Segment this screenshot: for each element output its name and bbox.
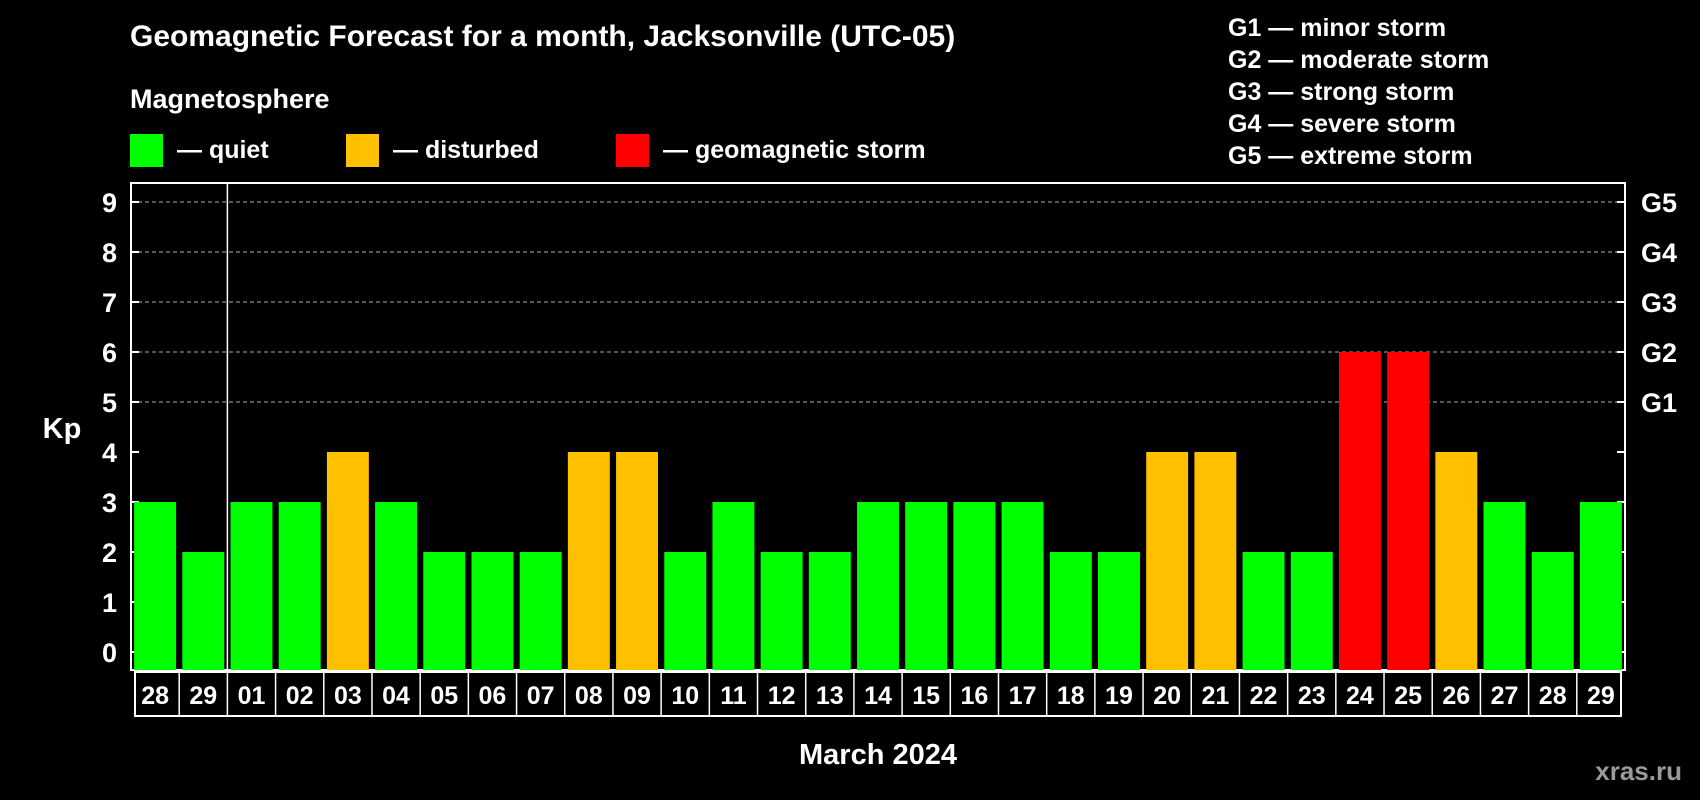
x-tick-label: 21 — [1201, 682, 1229, 710]
x-tick-label: 17 — [1009, 682, 1037, 710]
watermark: xras.ru — [1595, 756, 1682, 786]
g-scale-g5: G5 — extreme storm — [1228, 142, 1473, 170]
legend-label-quiet: — quiet — [177, 136, 269, 164]
x-tick-label: 01 — [238, 682, 266, 710]
legend-swatch-storm — [616, 134, 649, 167]
bar-22 — [1242, 552, 1285, 670]
x-tick-label: 10 — [671, 682, 699, 710]
bar-14 — [857, 502, 899, 670]
g-level-label: G4 — [1641, 238, 1677, 268]
y-tick-label: 2 — [102, 538, 117, 568]
bar-29 — [1579, 502, 1622, 670]
g-level-label: G5 — [1641, 188, 1677, 218]
y-tick-label: 7 — [102, 288, 117, 318]
bar-05 — [423, 552, 466, 670]
legend-label-disturbed: — disturbed — [393, 136, 539, 164]
bar-15 — [905, 502, 948, 670]
x-tick-label: 05 — [430, 682, 458, 710]
g-level-label: G3 — [1641, 288, 1677, 318]
bar-25 — [1387, 352, 1430, 670]
g-scale-g3: G3 — strong storm — [1228, 78, 1455, 106]
x-axis-label: March 2024 — [799, 739, 957, 771]
bar-17 — [1001, 502, 1044, 670]
y-tick-label: 1 — [102, 588, 117, 618]
y-tick-label: 9 — [102, 188, 117, 218]
legend-swatch-quiet — [130, 134, 163, 167]
g-scale-g1: G1 — minor storm — [1228, 14, 1447, 42]
g-scale-g2: G2 — moderate storm — [1228, 46, 1490, 74]
x-tick-label: 14 — [864, 682, 892, 710]
bar-28 — [1531, 552, 1574, 670]
x-tick-label: 08 — [575, 682, 603, 710]
legend-item-disturbed: — disturbed — [346, 134, 539, 167]
x-tick-label: 07 — [527, 682, 555, 710]
legend-item-quiet: — quiet — [130, 134, 269, 167]
bar-04 — [375, 502, 418, 670]
bar-24 — [1338, 352, 1381, 670]
y-tick-label: 0 — [102, 638, 117, 668]
x-tick-label: 22 — [1250, 682, 1278, 710]
bar-03 — [326, 452, 369, 670]
x-tick-label: 03 — [334, 682, 362, 710]
legend-subtitle: Magnetosphere — [130, 84, 330, 114]
legend-item-storm: — geomagnetic storm — [616, 134, 926, 167]
x-tick-label: 29 — [189, 682, 217, 710]
x-tick-label: 16 — [960, 682, 988, 710]
x-tick-label: 28 — [141, 682, 169, 710]
bar-12 — [760, 552, 803, 670]
bar-06 — [471, 552, 514, 670]
x-tick-label: 20 — [1153, 682, 1181, 710]
bar-28 — [134, 502, 177, 670]
bar-10 — [664, 552, 707, 670]
x-tick-label: 24 — [1346, 682, 1374, 710]
bar-01 — [230, 502, 273, 670]
date-row-frame — [134, 671, 1622, 717]
bar-09 — [616, 452, 658, 670]
y-tick-label: 8 — [102, 238, 117, 268]
bar-21 — [1194, 452, 1237, 670]
x-tick-label: 09 — [623, 682, 651, 710]
x-tick-label: 26 — [1442, 682, 1470, 710]
x-tick-label: 12 — [768, 682, 796, 710]
g-level-label: G2 — [1641, 338, 1677, 368]
x-tick-label: 19 — [1105, 682, 1133, 710]
bar-11 — [712, 502, 755, 670]
chart-title: Geomagnetic Forecast for a month, Jackso… — [130, 20, 956, 53]
bar-19 — [1098, 552, 1140, 670]
bar-16 — [953, 502, 996, 670]
x-tick-label: 28 — [1539, 682, 1567, 710]
x-tick-label: 18 — [1057, 682, 1085, 710]
x-tick-label: 06 — [479, 682, 507, 710]
x-tick-label: 11 — [720, 682, 747, 710]
y-tick-label: 3 — [102, 488, 117, 518]
bar-13 — [808, 552, 851, 670]
bar-02 — [278, 502, 321, 670]
bar-23 — [1290, 552, 1333, 670]
g-scale-g4: G4 — severe storm — [1228, 110, 1456, 138]
x-tick-label: 13 — [816, 682, 844, 710]
y-tick-label: 4 — [102, 438, 117, 468]
g-level-label: G1 — [1641, 388, 1677, 418]
bar-07 — [519, 552, 562, 670]
x-tick-label: 02 — [286, 682, 314, 710]
bar-26 — [1435, 452, 1478, 670]
y-axis-label: Kp — [43, 413, 82, 445]
bar-18 — [1049, 552, 1092, 670]
x-tick-label: 15 — [912, 682, 940, 710]
y-tick-label: 6 — [102, 338, 117, 368]
bar-20 — [1146, 452, 1189, 670]
x-tick-label: 04 — [382, 682, 410, 710]
x-tick-label: 23 — [1298, 682, 1326, 710]
y-tick-label: 5 — [102, 388, 117, 418]
bar-08 — [567, 452, 610, 670]
x-tick-label: 29 — [1587, 682, 1615, 710]
x-tick-label: 25 — [1394, 682, 1422, 710]
legend-label-storm: — geomagnetic storm — [663, 136, 926, 164]
x-tick-label: 27 — [1491, 682, 1519, 710]
legend-swatch-disturbed — [346, 134, 379, 167]
bar-29 — [182, 552, 225, 670]
bar-27 — [1483, 502, 1526, 670]
